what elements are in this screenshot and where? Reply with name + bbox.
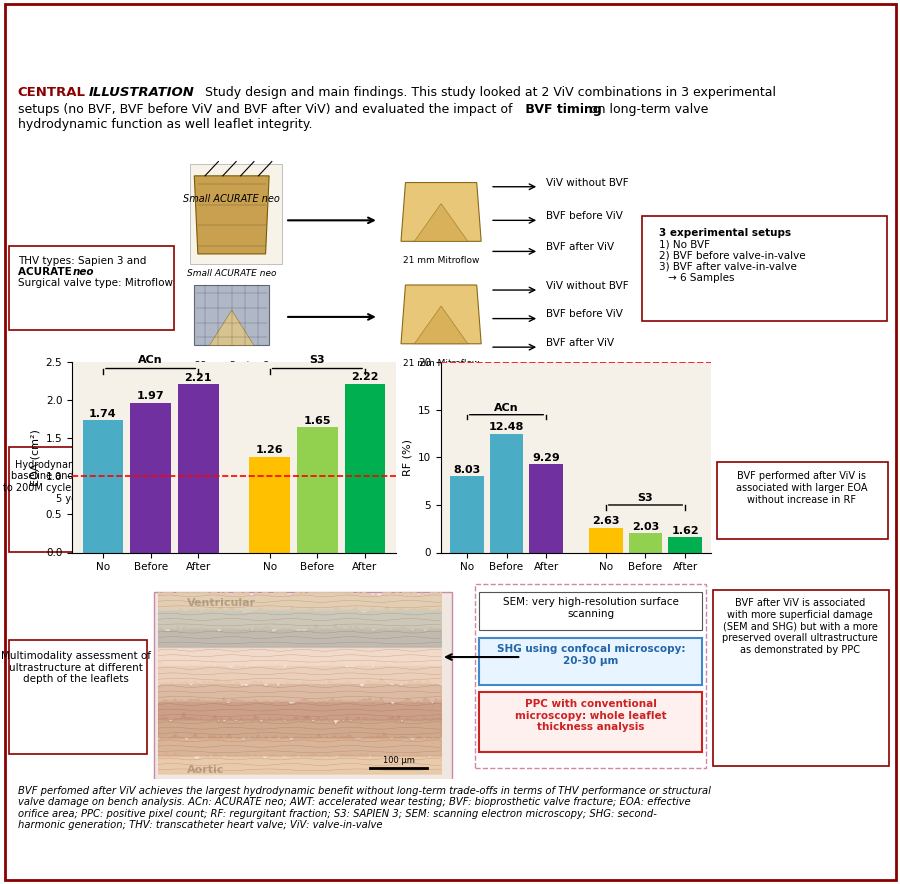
Bar bbox=[589, 528, 623, 552]
Text: 1.97: 1.97 bbox=[137, 392, 165, 401]
Bar bbox=[450, 476, 483, 552]
Bar bbox=[130, 403, 171, 552]
FancyBboxPatch shape bbox=[9, 779, 892, 878]
Text: BVF after ViV is associated
with more superficial damage
(SEM and SHG) but with : BVF after ViV is associated with more su… bbox=[723, 598, 878, 655]
Bar bbox=[249, 457, 290, 552]
Text: 100 μm: 100 μm bbox=[382, 756, 414, 765]
FancyBboxPatch shape bbox=[479, 591, 702, 630]
Bar bbox=[178, 385, 219, 552]
Text: 2.22: 2.22 bbox=[351, 372, 379, 382]
Text: 12.48: 12.48 bbox=[489, 423, 524, 432]
Text: 2.21: 2.21 bbox=[184, 373, 212, 383]
Text: ACn: ACn bbox=[139, 355, 163, 365]
Text: 2.03: 2.03 bbox=[632, 522, 659, 532]
Bar bbox=[297, 427, 338, 552]
Text: 2) BVF before valve-in-valve: 2) BVF before valve-in-valve bbox=[660, 250, 806, 261]
Text: Small ACURATE neo: Small ACURATE neo bbox=[187, 269, 276, 278]
Text: 1.65: 1.65 bbox=[303, 415, 331, 425]
Text: Multimodality assessment of
ultrastructure at different
depth of the leaflets: Multimodality assessment of ultrastructu… bbox=[1, 652, 151, 684]
Text: BVF perfomed after ViV achieves the largest hydrodynamic benefit without long-te: BVF perfomed after ViV achieves the larg… bbox=[18, 786, 711, 830]
Text: 21 mm Mitroflow: 21 mm Mitroflow bbox=[403, 359, 480, 368]
Polygon shape bbox=[194, 176, 269, 254]
Text: 9.29: 9.29 bbox=[532, 453, 560, 463]
Text: on long-term valve: on long-term valve bbox=[586, 103, 708, 116]
Text: setups (no BVF, BVF before ViV and BVF after ViV) and evaluated the impact of: setups (no BVF, BVF before ViV and BVF a… bbox=[18, 103, 512, 116]
Text: 2.63: 2.63 bbox=[592, 516, 619, 526]
FancyBboxPatch shape bbox=[9, 246, 174, 330]
Polygon shape bbox=[194, 285, 269, 346]
Polygon shape bbox=[401, 285, 482, 344]
Text: BVF before ViV: BVF before ViV bbox=[546, 309, 623, 319]
Bar bbox=[529, 464, 563, 552]
Text: neo: neo bbox=[73, 267, 94, 278]
Bar bbox=[628, 533, 662, 552]
Y-axis label: EOA (cm²): EOA (cm²) bbox=[30, 429, 40, 486]
Text: SEM: very high-resolution surface
scanning: SEM: very high-resolution surface scanni… bbox=[503, 598, 679, 619]
FancyBboxPatch shape bbox=[9, 447, 147, 552]
FancyBboxPatch shape bbox=[154, 592, 452, 785]
Bar bbox=[490, 434, 524, 552]
Text: Small ACURATE neo: Small ACURATE neo bbox=[184, 194, 280, 204]
Text: ViV without BVF: ViV without BVF bbox=[546, 281, 629, 291]
Text: 8.03: 8.03 bbox=[454, 465, 481, 475]
Text: PPC with conventional
microscopy: whole leaflet
thickness analysis: PPC with conventional microscopy: whole … bbox=[515, 699, 667, 732]
Text: CENTRAL: CENTRAL bbox=[18, 86, 86, 99]
Text: BVF after ViV: BVF after ViV bbox=[546, 242, 615, 252]
Text: ACURATE: ACURATE bbox=[18, 267, 76, 278]
Text: 21 mm Mitroflow: 21 mm Mitroflow bbox=[403, 256, 480, 265]
Text: ViV without BVF: ViV without BVF bbox=[546, 178, 629, 187]
Text: 1) No BVF: 1) No BVF bbox=[660, 240, 710, 249]
Y-axis label: RF (%): RF (%) bbox=[402, 439, 412, 476]
Text: Aortic: Aortic bbox=[187, 765, 224, 774]
Text: → 6 Samples: → 6 Samples bbox=[669, 273, 734, 283]
Text: BVF performed after ViV is
associated with larger EOA
without increase in RF: BVF performed after ViV is associated wi… bbox=[736, 471, 868, 505]
Polygon shape bbox=[210, 310, 254, 346]
Polygon shape bbox=[414, 203, 468, 241]
Text: ILLUSTRATION: ILLUSTRATION bbox=[89, 86, 195, 99]
Text: Study design and main findings. This study looked at 2 ViV combinations in 3 exp: Study design and main findings. This stu… bbox=[201, 86, 776, 99]
Text: 3 experimental setups: 3 experimental setups bbox=[660, 228, 791, 238]
Text: BVF before ViV: BVF before ViV bbox=[546, 211, 623, 221]
Text: 1.62: 1.62 bbox=[671, 526, 699, 536]
Text: 23 mm Sapien 3: 23 mm Sapien 3 bbox=[194, 361, 269, 370]
Text: S3: S3 bbox=[638, 493, 653, 503]
Text: SHG using confocal microscopy:
20-30 μm: SHG using confocal microscopy: 20-30 μm bbox=[497, 644, 685, 666]
FancyBboxPatch shape bbox=[713, 590, 889, 766]
FancyBboxPatch shape bbox=[190, 164, 283, 264]
Text: Ventricular: Ventricular bbox=[187, 598, 256, 608]
FancyBboxPatch shape bbox=[717, 462, 888, 539]
Text: Surgical valve type: Mitroflow: Surgical valve type: Mitroflow bbox=[18, 278, 173, 288]
Text: 1.26: 1.26 bbox=[256, 446, 284, 455]
Bar bbox=[345, 384, 385, 552]
FancyBboxPatch shape bbox=[642, 216, 886, 321]
Polygon shape bbox=[414, 306, 468, 344]
Text: BVF after ViV: BVF after ViV bbox=[546, 338, 615, 348]
Text: hydrodynamic function as well leaflet integrity.: hydrodynamic function as well leaflet in… bbox=[18, 118, 312, 131]
FancyBboxPatch shape bbox=[479, 692, 702, 752]
Text: EuroIntervention: EuroIntervention bbox=[15, 17, 131, 31]
Bar bbox=[83, 420, 123, 552]
Text: Hydrodynamic testing at
baseline and after AWT up
to 200M cycles (equivalent to
: Hydrodynamic testing at baseline and aft… bbox=[4, 460, 148, 505]
Text: S3: S3 bbox=[310, 355, 325, 365]
Polygon shape bbox=[401, 183, 482, 241]
Text: 3) BVF after valve-in-valve: 3) BVF after valve-in-valve bbox=[660, 262, 797, 271]
Text: 1.74: 1.74 bbox=[89, 408, 117, 419]
Text: BVF timing: BVF timing bbox=[521, 103, 602, 116]
FancyBboxPatch shape bbox=[479, 637, 702, 685]
FancyBboxPatch shape bbox=[9, 640, 147, 753]
Bar bbox=[669, 537, 702, 552]
Text: ACn: ACn bbox=[494, 403, 518, 413]
Text: THV types: Sapien 3 and: THV types: Sapien 3 and bbox=[18, 256, 146, 266]
